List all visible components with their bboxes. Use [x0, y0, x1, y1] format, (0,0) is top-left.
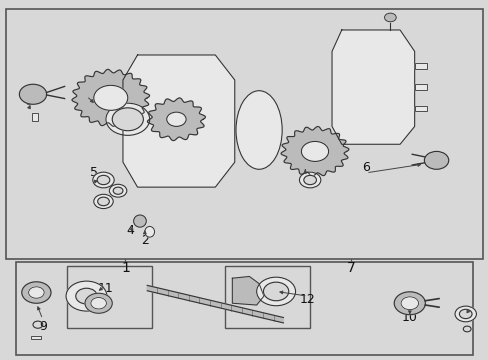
Bar [414, 63, 426, 68]
Circle shape [109, 184, 126, 197]
Circle shape [91, 297, 106, 309]
Circle shape [424, 152, 448, 169]
Text: 7: 7 [346, 261, 355, 275]
Circle shape [113, 187, 122, 194]
Circle shape [400, 297, 418, 310]
Circle shape [66, 281, 107, 311]
Bar [32, 113, 38, 121]
Text: 2: 2 [141, 234, 148, 247]
Polygon shape [72, 69, 149, 126]
Circle shape [112, 108, 143, 131]
Bar [30, 336, 41, 339]
Bar [32, 113, 38, 121]
Text: 9: 9 [39, 320, 46, 333]
Circle shape [76, 288, 97, 304]
Circle shape [454, 306, 475, 322]
Text: 6: 6 [24, 95, 32, 108]
Text: 5: 5 [90, 166, 98, 179]
Bar [414, 106, 426, 111]
Circle shape [94, 85, 127, 111]
Bar [414, 63, 426, 68]
Circle shape [303, 175, 316, 185]
Bar [414, 84, 426, 90]
Circle shape [393, 292, 425, 315]
Circle shape [458, 309, 471, 319]
Polygon shape [281, 126, 348, 176]
Text: 8: 8 [463, 311, 471, 324]
Circle shape [97, 175, 110, 185]
Text: 6: 6 [362, 161, 369, 174]
Text: 12: 12 [299, 293, 315, 306]
Circle shape [20, 84, 46, 104]
FancyBboxPatch shape [16, 262, 472, 355]
Circle shape [94, 194, 113, 208]
Circle shape [166, 112, 186, 126]
Circle shape [93, 172, 114, 188]
Circle shape [85, 293, 112, 313]
Ellipse shape [144, 226, 154, 237]
Text: 11: 11 [98, 283, 114, 296]
Text: 1: 1 [121, 261, 129, 275]
Text: 4: 4 [126, 224, 134, 237]
Circle shape [106, 103, 149, 135]
Polygon shape [147, 285, 283, 323]
Circle shape [384, 13, 395, 22]
Text: 10: 10 [401, 311, 417, 324]
Polygon shape [232, 276, 264, 305]
Polygon shape [147, 98, 205, 140]
Circle shape [299, 172, 320, 188]
Circle shape [29, 287, 44, 298]
Circle shape [263, 282, 288, 301]
Ellipse shape [133, 215, 146, 227]
Text: 3: 3 [82, 81, 90, 94]
Text: 3: 3 [301, 161, 308, 174]
Bar [414, 84, 426, 90]
Bar [414, 106, 426, 111]
Circle shape [98, 197, 109, 206]
Bar [30, 336, 41, 339]
Circle shape [22, 282, 51, 303]
Polygon shape [122, 55, 234, 187]
Circle shape [301, 141, 328, 161]
Circle shape [256, 277, 295, 306]
Ellipse shape [236, 91, 282, 169]
FancyBboxPatch shape [6, 9, 482, 258]
Polygon shape [331, 30, 414, 144]
